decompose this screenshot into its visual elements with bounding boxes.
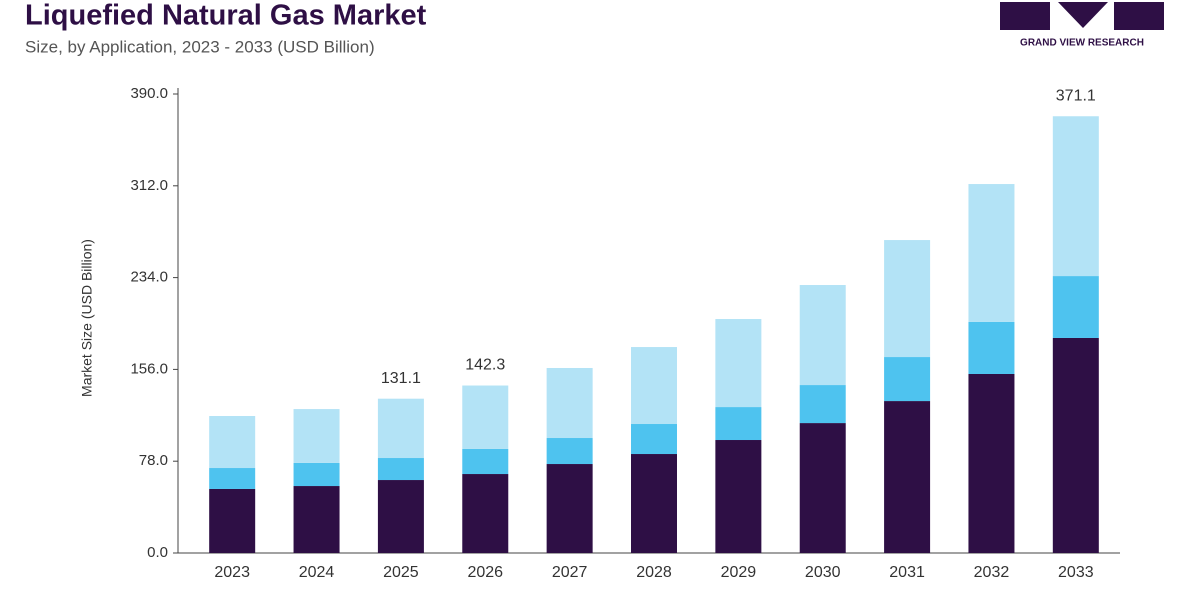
bar-segment [377, 480, 424, 553]
bar-segment [293, 486, 340, 553]
x-tick-label: 2024 [299, 564, 335, 581]
x-tick-label: 2029 [721, 564, 757, 581]
bar-segment [462, 448, 509, 475]
bar-segment [631, 347, 677, 425]
bar-segment [462, 385, 509, 449]
bar-segment [1052, 337, 1099, 553]
y-axis-label: Market Size (USD Billion) [79, 239, 95, 397]
bar-segment [968, 373, 1015, 553]
bar-segment [293, 462, 340, 487]
total-label: 142.3 [465, 357, 505, 374]
chart-subtitle: Size, by Application, 2023 - 2033 (USD B… [25, 37, 375, 56]
logo: GRAND VIEW RESEARCH [1000, 2, 1164, 49]
y-tick-label: 234.0 [130, 269, 168, 286]
bar-segment [968, 321, 1015, 374]
bar-segment [377, 398, 424, 459]
bar-segment [209, 488, 256, 553]
bar-segment [799, 285, 846, 386]
bar-segment [546, 438, 593, 465]
bar-segment [209, 416, 256, 469]
bar-segment [884, 357, 931, 402]
bar-segment [1052, 276, 1099, 338]
chart-title: Liquefied Natural Gas Market [25, 0, 427, 32]
x-tick-label: 2031 [889, 564, 925, 581]
y-tick-label: 156.0 [130, 360, 168, 377]
bar-segment [462, 474, 509, 553]
logo-block [1114, 2, 1164, 30]
bar-segment [715, 319, 762, 408]
bar-segment [884, 240, 931, 358]
logo-text: GRAND VIEW RESEARCH [1020, 38, 1144, 49]
bar-segment [546, 464, 593, 553]
bar-segment [1052, 116, 1099, 277]
bar-segment [546, 367, 593, 439]
logo-block [1058, 2, 1108, 28]
x-tick-label: 2028 [636, 564, 672, 581]
x-tick-label: 2030 [805, 564, 841, 581]
y-tick-label: 390.0 [130, 85, 168, 102]
bar-segment [715, 407, 762, 441]
bar-segment [968, 184, 1015, 322]
total-label: 131.1 [381, 370, 421, 387]
x-tick-label: 2023 [214, 564, 250, 581]
bar-segment [799, 423, 846, 553]
bar-segment [293, 409, 340, 463]
bar-segment [377, 458, 424, 481]
x-tick-label: 2026 [467, 564, 503, 581]
logo-block [1000, 2, 1050, 30]
bar-segment [209, 468, 256, 489]
x-tick-label: 2025 [383, 564, 419, 581]
total-label: 371.1 [1056, 87, 1096, 104]
bar-segment [715, 440, 762, 553]
bar-segment [884, 401, 931, 553]
y-tick-label: 78.0 [139, 452, 168, 469]
x-tick-label: 2032 [974, 564, 1010, 581]
x-tick-label: 2033 [1058, 564, 1094, 581]
bar-segment [631, 424, 677, 455]
bar-segment [799, 385, 846, 424]
y-tick-label: 0.0 [147, 544, 168, 561]
bar-segment [631, 454, 677, 553]
x-tick-label: 2027 [552, 564, 588, 581]
y-tick-label: 312.0 [130, 177, 168, 194]
